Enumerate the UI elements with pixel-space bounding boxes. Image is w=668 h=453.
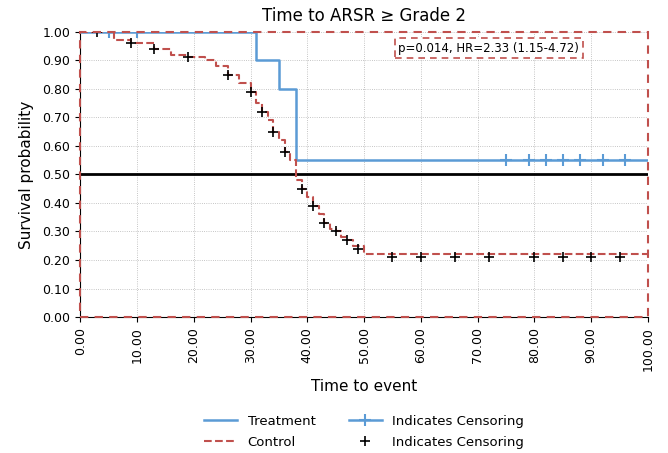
Title: Time to ARSR ≥ Grade 2: Time to ARSR ≥ Grade 2 bbox=[262, 7, 466, 24]
Legend: Treatment, Control, Indicates Censoring, Indicates Censoring: Treatment, Control, Indicates Censoring,… bbox=[199, 410, 529, 453]
Y-axis label: Survival probability: Survival probability bbox=[19, 100, 34, 249]
X-axis label: Time to event: Time to event bbox=[311, 379, 418, 394]
Bar bbox=[80, 32, 648, 317]
Text: p=0.014, HR=2.33 (1.15-4.72): p=0.014, HR=2.33 (1.15-4.72) bbox=[398, 42, 579, 55]
